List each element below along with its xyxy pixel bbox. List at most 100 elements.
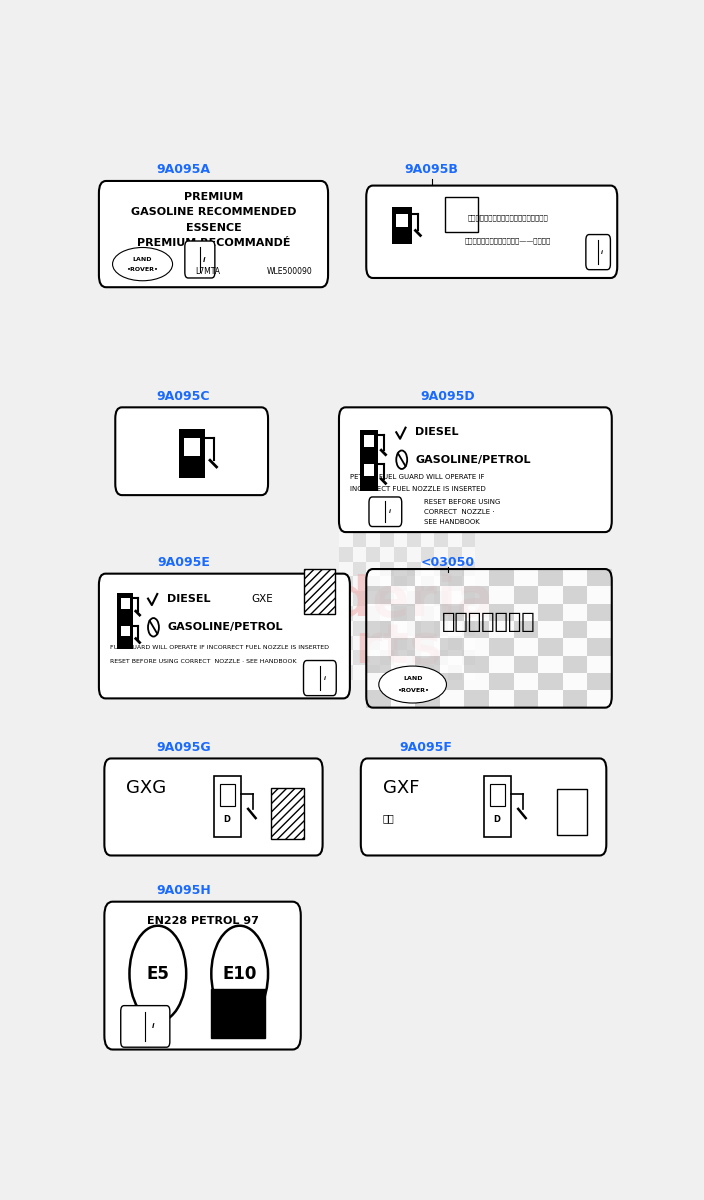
Text: i: i — [389, 509, 391, 515]
Bar — [587, 638, 612, 655]
Bar — [303, 569, 335, 613]
Bar — [434, 592, 448, 606]
Bar — [538, 673, 562, 690]
Bar — [421, 665, 434, 680]
Bar — [465, 690, 489, 708]
Bar — [562, 569, 587, 587]
Bar — [434, 576, 448, 592]
Bar — [462, 636, 475, 650]
Bar — [440, 604, 465, 622]
Bar — [394, 636, 407, 650]
Bar — [394, 532, 407, 547]
Bar — [360, 430, 378, 462]
Bar — [353, 547, 366, 562]
Bar — [407, 606, 421, 620]
Text: •ROVER•: •ROVER• — [127, 266, 158, 271]
Bar — [179, 430, 205, 478]
Bar — [366, 622, 391, 638]
Bar — [514, 655, 538, 673]
Bar — [538, 655, 562, 673]
Bar — [391, 673, 415, 690]
Bar — [366, 562, 380, 576]
Bar — [448, 547, 462, 562]
Bar — [407, 592, 421, 606]
Bar — [587, 655, 612, 673]
Bar — [465, 638, 489, 655]
Bar — [538, 569, 562, 587]
Text: 9A095B: 9A095B — [405, 163, 459, 176]
Bar — [514, 622, 538, 638]
Bar — [339, 665, 353, 680]
Text: SEE HANDBOOK: SEE HANDBOOK — [424, 518, 479, 524]
Bar — [360, 458, 378, 491]
Bar — [415, 587, 440, 604]
Bar — [421, 576, 434, 592]
FancyBboxPatch shape — [361, 758, 606, 856]
Bar — [366, 576, 380, 592]
Bar — [434, 547, 448, 562]
Bar — [434, 636, 448, 650]
Bar — [434, 650, 448, 665]
Bar — [339, 592, 353, 606]
Bar — [407, 547, 421, 562]
Text: scuderia: scuderia — [227, 575, 494, 629]
Bar — [339, 606, 353, 620]
Bar — [366, 690, 391, 708]
Bar — [380, 547, 394, 562]
Bar — [484, 776, 510, 836]
Bar — [120, 625, 130, 636]
Bar — [562, 587, 587, 604]
Bar — [440, 673, 465, 690]
Bar — [448, 665, 462, 680]
Bar — [462, 620, 475, 636]
Text: 在使用正确油枪前须重新设置——参考手册: 在使用正确油枪前须重新设置——参考手册 — [465, 238, 551, 245]
Bar — [380, 606, 394, 620]
Bar — [120, 599, 130, 608]
Bar — [465, 587, 489, 604]
Bar — [366, 587, 391, 604]
Bar — [407, 562, 421, 576]
Bar — [489, 587, 514, 604]
Bar — [353, 562, 366, 576]
Text: LAND: LAND — [403, 677, 422, 682]
Bar — [353, 592, 366, 606]
Text: RESET BEFORE USING CORRECT  NOZZLE · SEE HANDBOOK: RESET BEFORE USING CORRECT NOZZLE · SEE … — [110, 659, 296, 664]
Bar — [421, 592, 434, 606]
Bar — [380, 562, 394, 576]
Bar — [448, 592, 462, 606]
Bar — [421, 650, 434, 665]
Text: RESET BEFORE USING: RESET BEFORE USING — [424, 498, 500, 504]
Text: INCORRECT FUEL NOZZLE IS INSERTED: INCORRECT FUEL NOZZLE IS INSERTED — [350, 486, 486, 492]
Bar — [220, 784, 234, 806]
Bar — [462, 547, 475, 562]
Bar — [118, 593, 133, 622]
Bar — [415, 655, 440, 673]
Bar — [366, 592, 380, 606]
Bar — [394, 562, 407, 576]
Bar — [489, 690, 514, 708]
FancyBboxPatch shape — [99, 181, 328, 287]
Text: LAND: LAND — [133, 257, 152, 262]
Bar — [396, 214, 408, 227]
Bar — [366, 636, 380, 650]
Bar — [562, 622, 587, 638]
Bar — [538, 690, 562, 708]
Bar — [391, 638, 415, 655]
Bar — [462, 532, 475, 547]
Bar — [421, 620, 434, 636]
Text: DIESEL: DIESEL — [167, 594, 210, 604]
Text: 9A095E: 9A095E — [157, 556, 210, 569]
Bar — [462, 576, 475, 592]
Text: WLE500090: WLE500090 — [267, 268, 313, 276]
Bar — [514, 690, 538, 708]
Text: GASOLINE RECOMMENDED: GASOLINE RECOMMENDED — [131, 206, 296, 217]
Bar — [366, 569, 391, 587]
Bar — [407, 532, 421, 547]
Bar — [394, 576, 407, 592]
Bar — [465, 569, 489, 587]
Bar — [415, 690, 440, 708]
Bar — [391, 655, 415, 673]
Bar — [210, 990, 265, 1038]
Bar — [448, 636, 462, 650]
Bar — [213, 776, 241, 836]
